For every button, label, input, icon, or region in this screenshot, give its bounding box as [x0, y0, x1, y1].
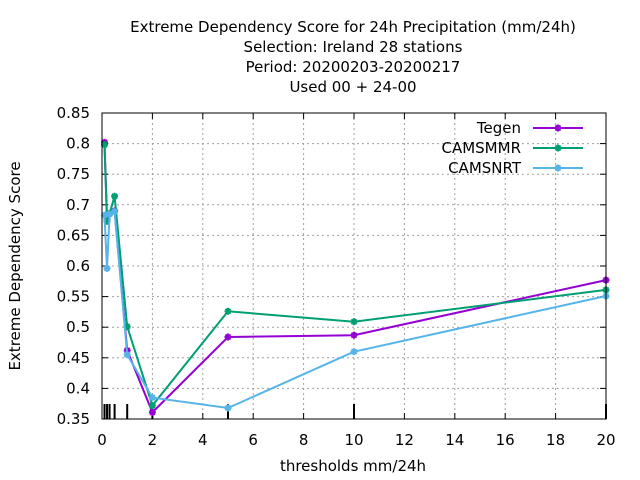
data-point — [554, 164, 562, 172]
y-axis-label: Extreme Dependency Score — [6, 161, 24, 370]
data-point — [350, 348, 358, 356]
series-line-camsmmr — [103, 144, 607, 408]
x-tick-label: 8 — [299, 431, 309, 449]
plot-border — [101, 112, 607, 420]
series-lines — [101, 138, 610, 416]
data-point — [350, 318, 358, 326]
x-axis-label: thresholds mm/24h — [280, 457, 426, 475]
title-line-3: Period: 20200203-20200217 — [246, 58, 461, 76]
data-point — [123, 351, 131, 359]
x-tick-label: 18 — [546, 431, 565, 449]
y-tick-label: 0.55 — [57, 288, 90, 306]
y-tick-label: 0.7 — [66, 196, 90, 214]
data-point — [111, 192, 119, 200]
y-tick-label: 0.35 — [57, 410, 90, 428]
x-tick-label: 14 — [445, 431, 464, 449]
x-tick-label: 6 — [248, 431, 258, 449]
x-tick-label: 16 — [496, 431, 515, 449]
x-tick-label: 2 — [148, 431, 158, 449]
data-point — [350, 331, 358, 339]
data-point — [148, 394, 156, 402]
legend-label-camsmmr: CAMSMMR — [441, 139, 521, 157]
y-tick-label: 0.75 — [57, 165, 90, 183]
data-point — [148, 402, 156, 410]
x-tick-label: 4 — [198, 431, 208, 449]
data-point — [224, 404, 232, 412]
legend-label-tegen: Tegen — [476, 119, 521, 137]
y-tick-label: 0.5 — [66, 318, 90, 336]
y-tick-label: 0.6 — [66, 257, 90, 275]
threshold-marks — [103, 404, 607, 419]
data-point — [103, 264, 111, 272]
grid — [102, 113, 606, 419]
legend: Tegen CAMSMMR CAMSNRT — [441, 119, 583, 177]
y-tick-label: 0.65 — [57, 226, 90, 244]
data-point — [224, 333, 232, 341]
y-tick-label: 0.8 — [66, 135, 90, 153]
title-line-4: Used 00 + 24-00 — [289, 78, 416, 96]
x-tick-label: 20 — [596, 431, 615, 449]
title-line-1: Extreme Dependency Score for 24h Precipi… — [130, 18, 576, 36]
axis-ticks: 0 2 4 6 8 10 12 14 16 18 20 0.35 0.4 0.45 0.5 0.55 0.6 0.… — [57, 104, 616, 449]
legend-label-camsnrt: CAMSNRT — [448, 159, 522, 177]
data-point — [554, 144, 562, 152]
x-tick-label: 12 — [395, 431, 414, 449]
series-line-camsnrt — [103, 209, 607, 410]
data-point — [554, 124, 562, 132]
y-tick-label: 0.4 — [66, 379, 90, 397]
y-tick-label: 0.45 — [57, 349, 90, 367]
x-tick-label: 0 — [97, 431, 107, 449]
data-point — [148, 408, 156, 416]
x-tick-label: 10 — [344, 431, 363, 449]
chart-title: Extreme Dependency Score for 24h Precipi… — [130, 18, 576, 96]
data-point — [224, 307, 232, 315]
y-tick-label: 0.85 — [57, 104, 90, 122]
data-point — [111, 208, 119, 216]
title-line-2: Selection: Ireland 28 stations — [244, 38, 463, 56]
